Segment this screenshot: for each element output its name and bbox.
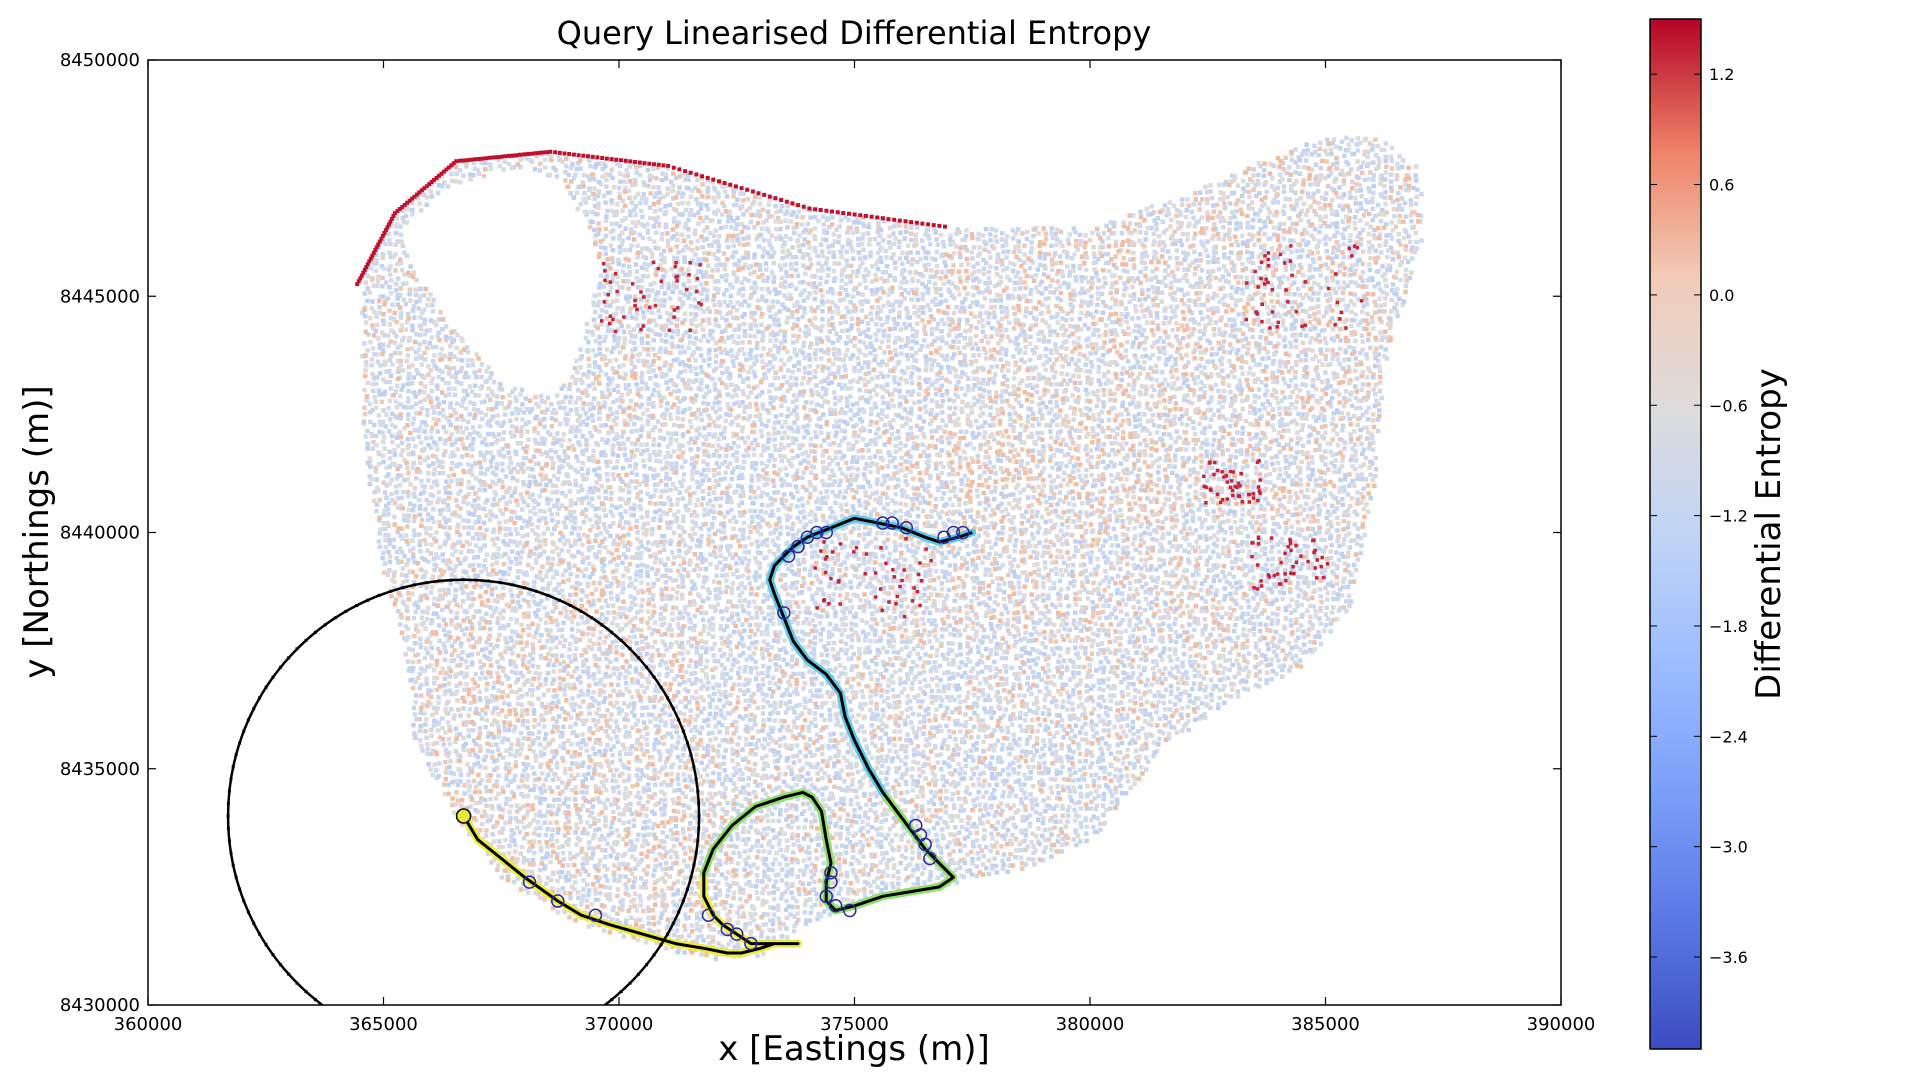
x-tick-label: 365000 <box>349 1014 418 1035</box>
y-axis-ticks: 8430000 8435000 8440000 8445000 8450000 <box>60 50 1561 1016</box>
query-marker <box>701 908 716 922</box>
colorbar-tick-label: −1.8 <box>1709 617 1748 636</box>
colorbar-tick-label: 0.6 <box>1709 176 1734 195</box>
query-marker <box>777 606 791 620</box>
query-marker <box>876 516 890 530</box>
entropy-points <box>364 140 1424 957</box>
query-marker <box>828 899 843 913</box>
query-marker <box>730 927 744 941</box>
entropy-hotspots <box>355 149 1364 619</box>
query-marker <box>781 549 796 563</box>
y-tick-label: 8450000 <box>60 50 140 71</box>
entropy-points <box>362 136 1419 956</box>
query-marker <box>885 516 899 530</box>
colorbar-tick-label: 1.2 <box>1709 65 1734 84</box>
plot-area <box>226 135 1424 1005</box>
colorbar <box>1649 18 1702 1050</box>
x-tick-label: 390000 <box>1527 1014 1596 1035</box>
query-marker <box>899 521 914 535</box>
query-marker <box>824 875 838 889</box>
colorbar-tick-label: −1.2 <box>1709 507 1748 526</box>
query-marker <box>946 525 961 540</box>
query-marker <box>744 936 758 951</box>
colorbar-tick-label: 0.0 <box>1709 286 1734 305</box>
query-marker <box>522 875 537 889</box>
colorbar-tick-label: −3.6 <box>1709 948 1748 967</box>
query-marker <box>791 539 805 554</box>
x-axis-ticks: 360000 365000 370000 375000 380000 385000 3900… <box>114 60 1596 1035</box>
x-tick-label: 375000 <box>820 1014 889 1035</box>
query-marker <box>551 894 565 908</box>
y-tick-label: 8435000 <box>60 759 140 780</box>
y-tick-label: 8430000 <box>60 995 140 1016</box>
x-tick-label: 385000 <box>1291 1014 1360 1035</box>
query-marker <box>810 525 824 540</box>
colorbar-tick-label: −3.0 <box>1709 838 1748 857</box>
query-path-layer <box>226 514 977 1005</box>
y-axis-label: y [Northings (m)] <box>17 385 57 678</box>
entropy-hotspot <box>1250 535 1330 591</box>
chart-title: Query Linearised Differential Entropy <box>557 14 1152 52</box>
query-marker <box>843 903 857 918</box>
query-marker <box>588 908 603 922</box>
colorbar-ticks: 1.2 0.6 0.0 −0.6 −1.2 −1.8 −2.4 −3.0 −3.6 <box>1650 65 1748 967</box>
x-tick-label: 380000 <box>1056 1014 1125 1035</box>
query-path <box>462 516 973 955</box>
entropy-field <box>357 135 1424 962</box>
x-tick-label: 360000 <box>114 1014 183 1035</box>
query-marker <box>819 889 833 904</box>
query-marker <box>956 525 970 540</box>
y-tick-label: 8440000 <box>60 523 140 544</box>
entropy-hotspot <box>600 260 703 334</box>
start-marker <box>455 808 472 824</box>
colorbar-label: Differential Entropy <box>1749 368 1789 700</box>
x-tick-label: 370000 <box>585 1014 654 1035</box>
query-marker <box>923 851 937 866</box>
colorbar-tick-label: −0.6 <box>1709 396 1748 415</box>
entropy-hotspot <box>1202 459 1262 505</box>
x-axis-label: x [Eastings (m)] <box>718 1029 990 1069</box>
colorbar-tick-label: −2.4 <box>1709 727 1748 746</box>
query-marker <box>824 865 838 880</box>
query-marker <box>918 837 932 852</box>
query-marker <box>819 525 833 540</box>
y-tick-label: 8445000 <box>60 286 140 307</box>
